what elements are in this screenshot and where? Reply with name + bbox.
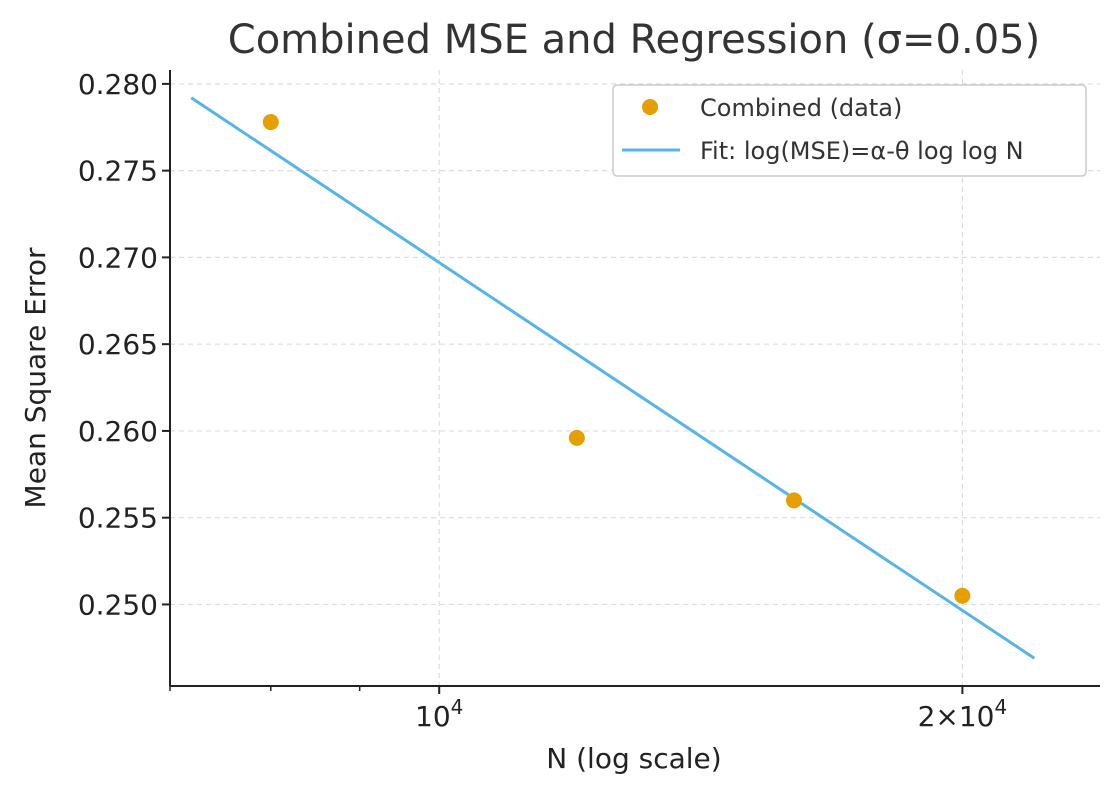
x-tick-exponent: 4 — [451, 695, 464, 719]
x-axis-label: N (log scale) — [546, 742, 721, 775]
data-point — [785, 492, 802, 509]
axes — [169, 70, 1100, 687]
grid — [170, 70, 1100, 686]
y-axis-label: Mean Square Error — [19, 247, 52, 508]
y-tick-label: 0.255 — [78, 502, 158, 535]
y-tick-label: 0.265 — [78, 328, 158, 361]
y-tick-label: 0.270 — [78, 241, 158, 274]
legend-label-fit: Fit: log(MSE)=α-θ log log N — [700, 137, 1024, 165]
data-point — [262, 114, 279, 131]
plot-area — [190, 96, 1036, 660]
legend-marker-data — [642, 99, 658, 115]
y-tick-label: 0.280 — [78, 68, 158, 101]
x-tick-exponent: 4 — [994, 695, 1007, 719]
y-tick-label: 0.250 — [78, 588, 158, 621]
y-tick-label: 0.275 — [78, 155, 158, 188]
x-tick-label: 104 — [415, 695, 463, 733]
x-tick-base: 2×10 — [918, 700, 995, 733]
chart-title: Combined MSE and Regression (σ=0.05) — [228, 17, 1040, 63]
data-point — [954, 587, 971, 604]
fit-line — [190, 96, 1036, 660]
x-tick-label: 2×104 — [918, 695, 1008, 733]
legend: Combined (data) Fit: log(MSE)=α-θ log lo… — [612, 84, 1087, 177]
legend-label-data: Combined (data) — [700, 94, 902, 122]
legend-box — [612, 84, 1087, 177]
data-point — [568, 429, 585, 446]
x-tick-base: 10 — [415, 700, 451, 733]
y-tick-label: 0.260 — [78, 415, 158, 448]
